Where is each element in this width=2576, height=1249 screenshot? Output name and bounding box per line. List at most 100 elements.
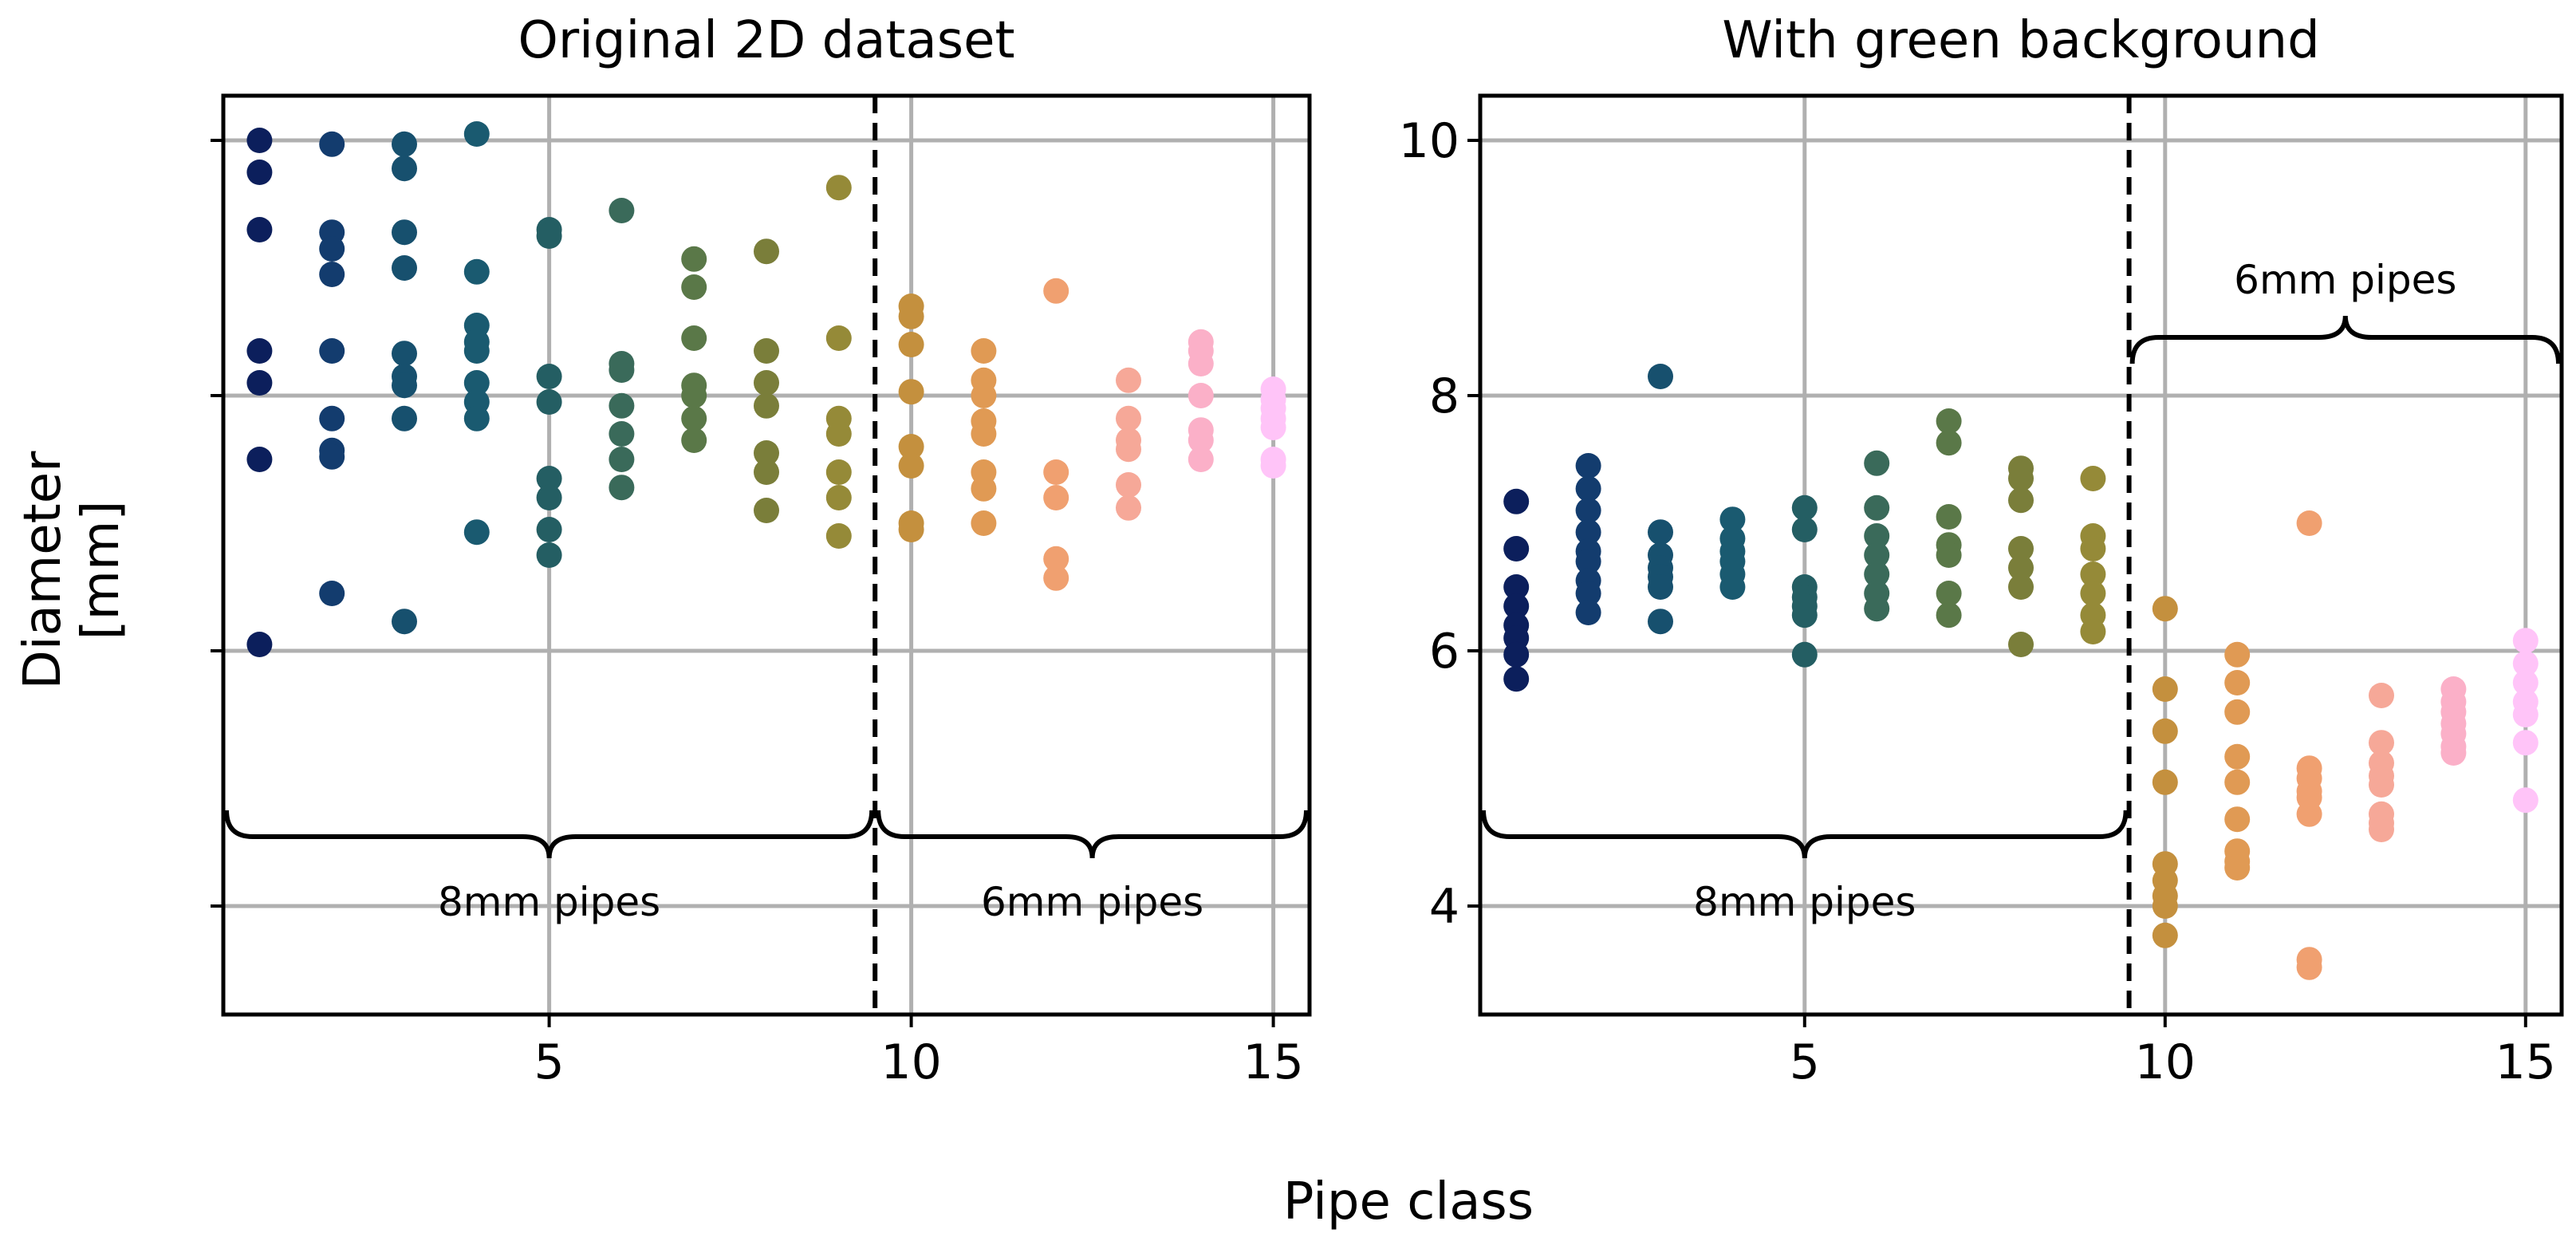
point-class-15-6 bbox=[2512, 787, 2539, 814]
point-class-10-0 bbox=[2152, 596, 2178, 622]
point-class-10-2 bbox=[898, 332, 924, 357]
point-class-2-3 bbox=[319, 262, 345, 287]
point-class-9-0 bbox=[825, 175, 852, 201]
point-class-5-1 bbox=[536, 223, 562, 249]
point-class-14-2 bbox=[1188, 351, 1214, 376]
point-class-7-4 bbox=[1936, 542, 1962, 568]
point-class-10-3 bbox=[898, 379, 924, 405]
point-class-12-0 bbox=[2296, 510, 2322, 536]
y-axis-label-line-1: Diameter bbox=[14, 451, 73, 689]
point-class-2-0 bbox=[319, 131, 345, 157]
point-class-4-0 bbox=[1719, 506, 1746, 533]
point-class-11-0 bbox=[971, 338, 997, 364]
point-class-7-6 bbox=[1936, 602, 1962, 628]
x-tick-label-10: 10 bbox=[2135, 1034, 2196, 1090]
point-class-9-6 bbox=[825, 523, 852, 549]
point-class-5-2 bbox=[536, 364, 562, 389]
point-class-8-5 bbox=[2008, 574, 2034, 600]
point-class-15-0 bbox=[2512, 628, 2539, 654]
y-axis-label-line-2: [mm] bbox=[72, 501, 131, 640]
point-class-9-4 bbox=[825, 459, 852, 485]
point-class-14-6 bbox=[1188, 447, 1214, 472]
point-class-11-5 bbox=[2224, 806, 2251, 833]
point-class-2-1 bbox=[1575, 475, 1601, 502]
point-class-8-6 bbox=[754, 498, 779, 523]
bracket-1 bbox=[876, 810, 1309, 859]
point-class-12-7 bbox=[2296, 954, 2322, 980]
bracket-0 bbox=[1481, 810, 2129, 859]
point-class-5-6 bbox=[1791, 641, 1818, 668]
point-class-9-2 bbox=[2080, 536, 2106, 561]
point-class-5-0 bbox=[1791, 494, 1818, 521]
point-class-7-5 bbox=[1936, 581, 1962, 606]
point-class-6-2 bbox=[609, 357, 635, 383]
point-class-10-2 bbox=[2152, 718, 2178, 744]
point-class-11-7 bbox=[971, 510, 997, 536]
point-class-3-1 bbox=[392, 156, 417, 182]
point-class-2-2 bbox=[1575, 498, 1601, 523]
point-class-5-1 bbox=[1791, 517, 1818, 542]
point-class-9-6 bbox=[2080, 619, 2106, 644]
point-class-6-6 bbox=[1864, 596, 1890, 622]
point-class-12-2 bbox=[1043, 485, 1069, 510]
point-class-1-0 bbox=[246, 128, 273, 153]
point-class-2-0 bbox=[1575, 453, 1601, 479]
point-class-10-7 bbox=[2152, 893, 2178, 919]
point-class-11-2 bbox=[971, 383, 997, 408]
point-class-13-7 bbox=[2369, 817, 2394, 842]
point-class-8-2 bbox=[754, 370, 779, 396]
point-class-3-7 bbox=[392, 405, 417, 431]
point-class-2-7 bbox=[319, 443, 345, 470]
bracket-0 bbox=[224, 810, 875, 859]
point-class-10-4 bbox=[898, 434, 924, 459]
point-class-13-4 bbox=[2369, 772, 2394, 798]
bracket-1 bbox=[2129, 315, 2561, 364]
point-class-13-0 bbox=[2369, 683, 2394, 708]
x-tick-label-5: 5 bbox=[534, 1034, 565, 1090]
point-class-12-5 bbox=[2296, 801, 2322, 827]
point-class-15-1 bbox=[2512, 651, 2539, 676]
point-class-9-1 bbox=[825, 325, 852, 351]
point-class-3-3 bbox=[392, 255, 417, 281]
point-class-5-7 bbox=[536, 542, 562, 568]
point-class-14-6 bbox=[2440, 740, 2467, 766]
point-class-11-0 bbox=[2224, 641, 2251, 668]
point-class-4-4 bbox=[463, 338, 490, 364]
point-class-8-2 bbox=[2008, 487, 2034, 514]
x-tick-label-15: 15 bbox=[2495, 1034, 2556, 1090]
point-class-2-3 bbox=[1575, 519, 1601, 546]
point-class-6-6 bbox=[609, 475, 635, 501]
point-class-8-1 bbox=[754, 338, 779, 364]
point-class-10-3 bbox=[2152, 769, 2178, 795]
point-class-14-5 bbox=[1188, 427, 1214, 453]
point-class-2-7 bbox=[1575, 581, 1601, 606]
point-class-15-4 bbox=[1260, 415, 1286, 440]
axes-frame bbox=[221, 93, 1312, 1017]
point-class-6-2 bbox=[1864, 523, 1890, 549]
point-class-3-8 bbox=[392, 609, 417, 635]
point-class-11-2 bbox=[2224, 699, 2251, 725]
point-class-2-8 bbox=[319, 581, 345, 606]
point-class-5-3 bbox=[536, 389, 562, 415]
point-class-13-4 bbox=[1116, 472, 1141, 498]
point-class-10-1 bbox=[2152, 676, 2178, 702]
point-class-8-4 bbox=[2008, 555, 2034, 581]
point-class-10-1 bbox=[898, 303, 924, 329]
point-class-8-6 bbox=[2008, 632, 2034, 657]
point-class-3-4 bbox=[392, 341, 417, 367]
point-class-1-2 bbox=[246, 217, 273, 242]
panel-original-2d-dataset: 8mm pipes 6mm pipes 5 10 15 Original 2D datas… bbox=[211, 11, 1312, 1090]
point-class-8-1 bbox=[2008, 466, 2034, 491]
point-class-8-3 bbox=[2008, 536, 2034, 561]
point-class-1-2 bbox=[1503, 574, 1530, 600]
x-tick-label-5: 5 bbox=[1790, 1034, 1820, 1090]
point-class-8-5 bbox=[754, 459, 779, 485]
point-class-2-5 bbox=[319, 405, 345, 431]
point-class-1-3 bbox=[1503, 593, 1530, 619]
point-class-13-5 bbox=[1116, 494, 1141, 521]
point-class-6-4 bbox=[1864, 561, 1890, 587]
point-class-10-5 bbox=[898, 453, 924, 479]
point-class-5-5 bbox=[1791, 602, 1818, 628]
point-class-13-0 bbox=[1116, 367, 1141, 393]
y-tick-label-6: 6 bbox=[1429, 624, 1459, 680]
